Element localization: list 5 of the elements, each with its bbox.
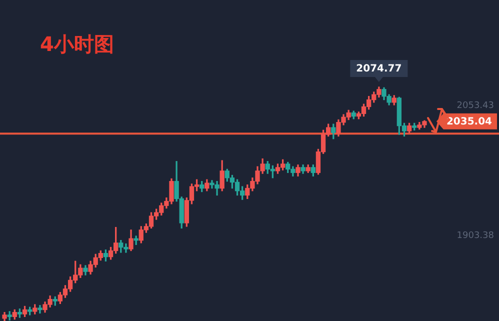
text: 2035.04 bbox=[446, 116, 492, 128]
y-tick-label: 2053.43 bbox=[456, 100, 494, 111]
y-tick-label: 1903.38 bbox=[456, 230, 494, 241]
text: 4小时图 bbox=[40, 32, 114, 56]
annotation: 2074.77 bbox=[356, 64, 402, 75]
